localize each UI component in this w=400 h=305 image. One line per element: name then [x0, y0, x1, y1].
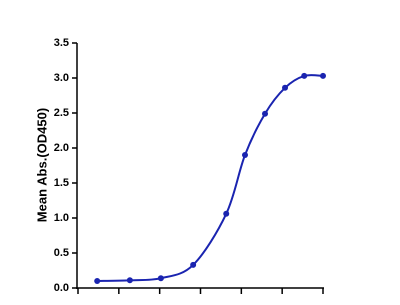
y-tick-label: 1.5 [54, 177, 69, 189]
point [157, 275, 164, 282]
y-tick-label: 0.0 [54, 282, 69, 294]
series-line [97, 74, 324, 282]
y-axis-label: Mean Abs.(OD450) [34, 108, 49, 222]
point [320, 72, 326, 79]
point [223, 210, 230, 217]
point [190, 261, 197, 268]
y-tick-label: 2.0 [54, 142, 69, 154]
point [262, 110, 269, 117]
point [126, 277, 133, 284]
point [301, 72, 308, 79]
y-tick-label: 0.5 [54, 247, 69, 259]
point [242, 152, 249, 158]
y-tick-label: 2.5 [54, 107, 69, 119]
y-tick-label: 1.0 [54, 212, 69, 224]
y-tick-label: 3.5 [54, 37, 69, 49]
point [282, 84, 289, 91]
y-tick-label: 3.0 [54, 72, 69, 84]
point [94, 278, 101, 284]
